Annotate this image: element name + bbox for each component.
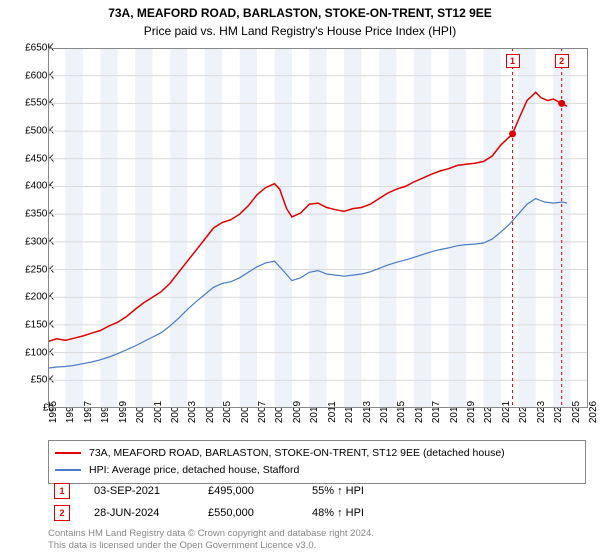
x-tick-label: 2026: [588, 401, 599, 423]
sale-date: 28-JUN-2024: [94, 507, 184, 519]
sale-price: £495,000: [208, 485, 288, 497]
legend-row: 73A, MEAFORD ROAD, BARLASTON, STOKE-ON-T…: [55, 445, 579, 462]
sale-row: 1 03-SEP-2021 £495,000 55% ↑ HPI: [48, 480, 586, 502]
sales-table: 1 03-SEP-2021 £495,000 55% ↑ HPI 2 28-JUN-202…: [48, 480, 586, 524]
sale-pct: 55% ↑ HPI: [312, 485, 402, 497]
sale-marker-box: 2: [54, 505, 70, 521]
sale-row: 2 28-JUN-2024 £550,000 48% ↑ HPI: [48, 502, 586, 524]
plot-area: 12: [48, 48, 588, 408]
sale-marker-1: 1: [506, 54, 520, 68]
footer-line-2: This data is licensed under the Open Gov…: [48, 540, 374, 552]
legend-row: HPI: Average price, detached house, Staf…: [55, 462, 579, 479]
legend-swatch: [55, 452, 81, 454]
sale-marker-2: 2: [555, 54, 569, 68]
chart-container: { "title": "73A, MEAFORD ROAD, BARLASTON…: [0, 0, 600, 560]
footer-line-1: Contains HM Land Registry data © Crown c…: [48, 528, 374, 540]
sale-date: 03-SEP-2021: [94, 485, 184, 497]
plot-svg: [48, 48, 588, 408]
legend-box: 73A, MEAFORD ROAD, BARLASTON, STOKE-ON-T…: [48, 440, 586, 484]
sale-pct: 48% ↑ HPI: [312, 507, 402, 519]
sale-marker-box: 1: [54, 483, 70, 499]
chart-subtitle: Price paid vs. HM Land Registry's House …: [0, 22, 600, 38]
footer-text: Contains HM Land Registry data © Crown c…: [48, 528, 374, 553]
chart-title: 73A, MEAFORD ROAD, BARLASTON, STOKE-ON-T…: [0, 0, 600, 22]
legend-label: 73A, MEAFORD ROAD, BARLASTON, STOKE-ON-T…: [89, 445, 505, 462]
legend-label: HPI: Average price, detached house, Staf…: [89, 462, 299, 479]
legend-swatch: [55, 469, 81, 471]
sale-price: £550,000: [208, 507, 288, 519]
